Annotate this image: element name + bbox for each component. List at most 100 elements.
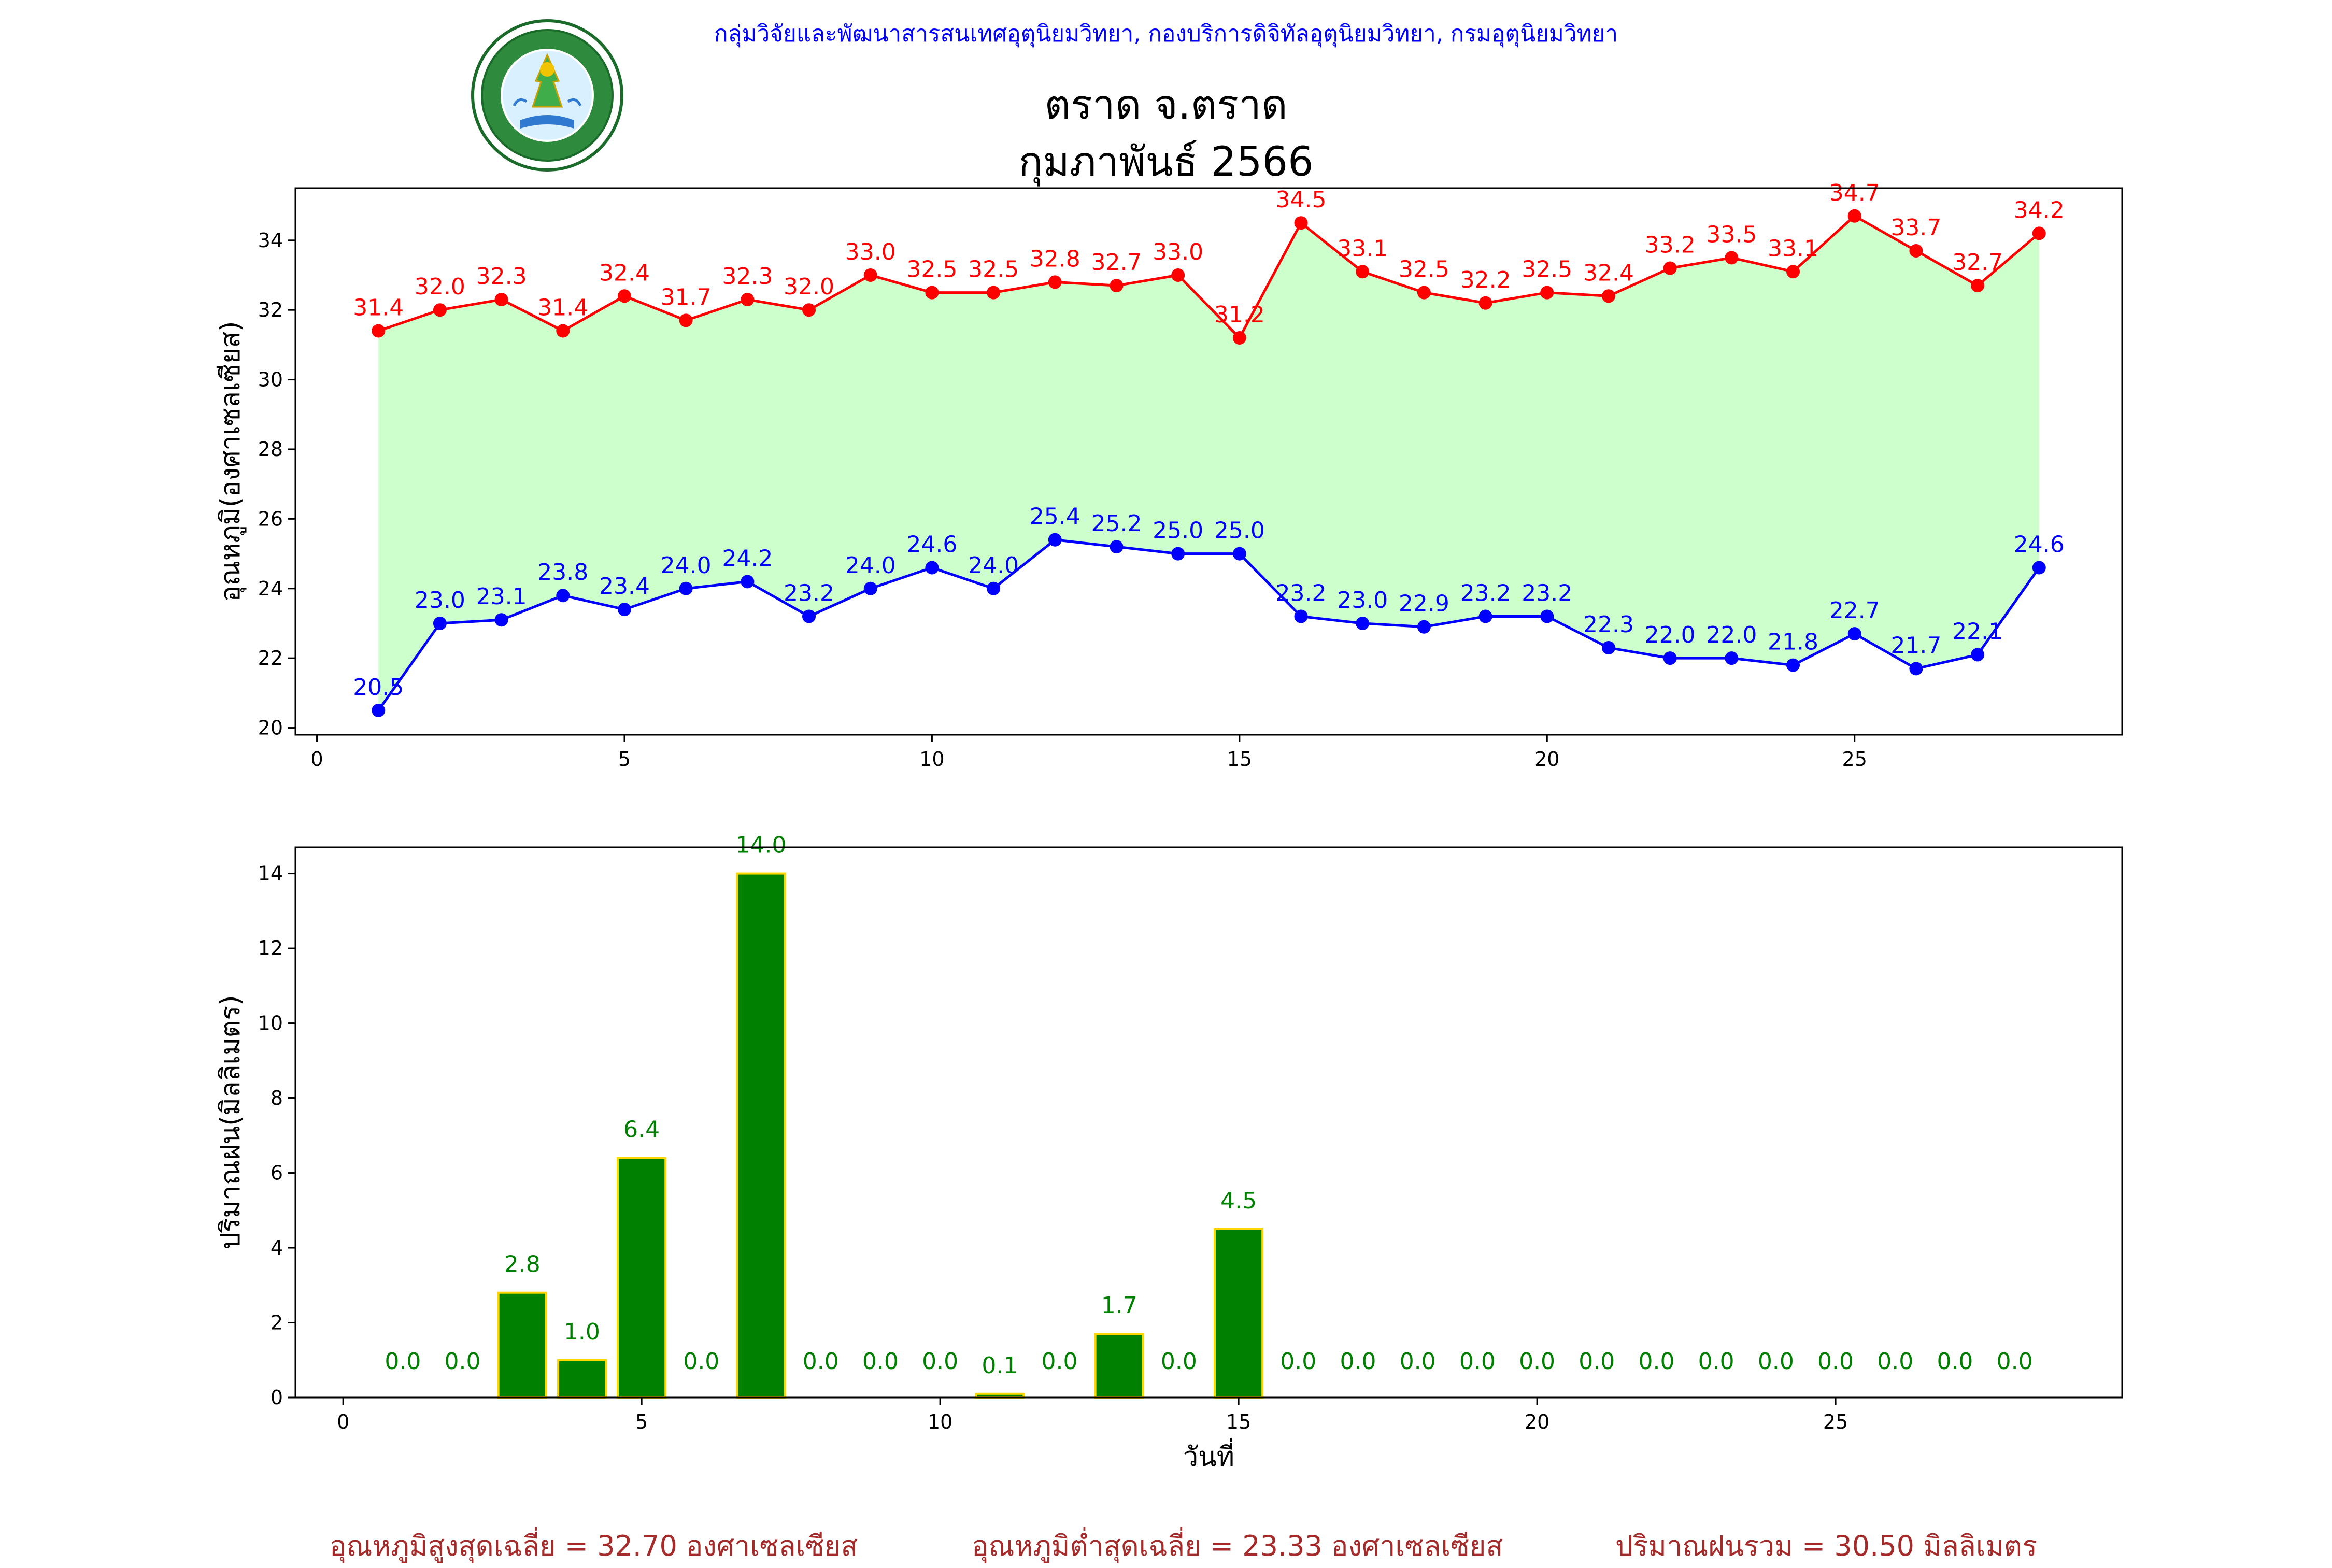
min-temperature-label: 24.2 bbox=[722, 545, 773, 572]
max-temperature-label: 33.1 bbox=[1768, 235, 1818, 262]
max-temperature-point bbox=[617, 289, 631, 303]
min-temperature-label: 22.1 bbox=[1952, 618, 2003, 645]
x-tick-label: 0 bbox=[337, 1410, 349, 1433]
max-temperature-label: 32.3 bbox=[476, 263, 527, 290]
rainfall-label: 0.0 bbox=[1698, 1348, 1734, 1375]
max-temperature-point bbox=[372, 324, 386, 338]
max-temperature-point bbox=[741, 293, 755, 307]
max-temperature-label: 32.0 bbox=[784, 274, 834, 300]
max-temperature-point bbox=[556, 324, 570, 338]
rainfall-label: 0.1 bbox=[982, 1352, 1018, 1379]
meteorological-department-logo-icon bbox=[471, 19, 623, 172]
min-temperature-label: 22.7 bbox=[1829, 597, 1880, 624]
min-temperature-point bbox=[925, 561, 939, 575]
min-temperature-label: 23.1 bbox=[476, 583, 527, 610]
rainfall-label: 0.0 bbox=[1937, 1348, 1973, 1375]
x-tick-label: 15 bbox=[1227, 748, 1252, 771]
max-temperature-point bbox=[1663, 261, 1677, 275]
y-tick-label: 2 bbox=[271, 1312, 283, 1334]
min-temperature-point bbox=[679, 581, 693, 595]
min-temperature-label: 23.8 bbox=[537, 559, 588, 586]
y-tick-label: 0 bbox=[271, 1386, 283, 1409]
min-temperature-point bbox=[1356, 616, 1370, 630]
min-temperature-point bbox=[1601, 641, 1615, 655]
min-temperature-point bbox=[863, 581, 877, 595]
min-temperature-point bbox=[494, 613, 508, 627]
max-temperature-label: 33.5 bbox=[1706, 221, 1757, 248]
max-temperature-point bbox=[494, 293, 508, 307]
min-temperature-label: 24.0 bbox=[845, 552, 896, 579]
x-tick-label: 10 bbox=[928, 1410, 952, 1433]
x-tick-label: 5 bbox=[618, 748, 631, 771]
max-temperature-point bbox=[863, 268, 877, 282]
min-temperature-label: 23.2 bbox=[1460, 580, 1511, 607]
max-temperature-label: 32.3 bbox=[722, 263, 773, 290]
max-temperature-label: 33.1 bbox=[1337, 235, 1388, 262]
rainfall-bar bbox=[497, 1291, 547, 1399]
max-temperature-point bbox=[433, 303, 447, 317]
min-temperature-point bbox=[1786, 658, 1800, 672]
min-temperature-label: 22.9 bbox=[1399, 591, 1449, 617]
x-tick-label: 20 bbox=[1534, 748, 1559, 771]
max-temperature-label: 32.5 bbox=[1522, 256, 1572, 283]
rainfall-label: 6.4 bbox=[623, 1117, 660, 1143]
y-axis-label: ปริมาณฝน(มิลลิเมตร) bbox=[215, 995, 246, 1249]
max-temperature-label: 32.2 bbox=[1460, 267, 1511, 293]
y-tick-label: 22 bbox=[258, 647, 283, 669]
rainfall-bar bbox=[617, 1157, 667, 1399]
rainfall-label: 0.0 bbox=[683, 1348, 719, 1375]
min-temperature-point bbox=[987, 581, 1001, 595]
agency-title: กลุ่มวิจัยและพัฒนาสารสนเทศอุตุนิยมวิทยา,… bbox=[714, 21, 1618, 47]
max-temperature-label: 32.5 bbox=[1399, 256, 1449, 283]
rainfall-label: 0.0 bbox=[1519, 1348, 1555, 1375]
max-temperature-label: 32.4 bbox=[599, 260, 650, 286]
temperature-chart: 31.4 32.0 32.3 31.4 32.4 31.7 32.3 32.0 33.0 32.5… bbox=[215, 180, 2123, 771]
rainfall-label: 0.0 bbox=[1638, 1348, 1674, 1375]
max-temperature-point bbox=[2032, 226, 2046, 240]
max-temperature-label: 32.0 bbox=[415, 274, 465, 300]
avg-min-temperature: อุณหภูมิต่ำสุดเฉลี่ย = 23.33 องศาเซลเซีย… bbox=[972, 1530, 1503, 1562]
temperature-range-fill bbox=[378, 216, 2039, 710]
min-temperature-label: 25.2 bbox=[1091, 510, 1142, 537]
max-temperature-label: 34.7 bbox=[1829, 180, 1880, 206]
min-temperature-label: 24.0 bbox=[661, 552, 712, 579]
min-temperature-label: 23.0 bbox=[415, 587, 465, 614]
rainfall-label: 2.8 bbox=[504, 1251, 541, 1278]
min-temperature-label: 23.2 bbox=[784, 580, 834, 607]
max-temperature-label: 32.8 bbox=[1030, 246, 1080, 272]
x-tick-label: 20 bbox=[1525, 1410, 1549, 1433]
min-temperature-point bbox=[1725, 651, 1739, 665]
rainfall-label: 4.5 bbox=[1220, 1188, 1257, 1214]
y-tick-label: 30 bbox=[258, 368, 283, 391]
rainfall-label: 0.0 bbox=[1161, 1348, 1197, 1375]
y-tick-label: 8 bbox=[271, 1087, 283, 1109]
max-temperature-point bbox=[1540, 286, 1554, 300]
min-temperature-label: 22.0 bbox=[1706, 622, 1757, 648]
y-tick-label: 14 bbox=[258, 862, 283, 885]
rainfall-label: 0.0 bbox=[445, 1348, 481, 1375]
rainfall-label: 0.0 bbox=[1997, 1348, 2033, 1375]
x-tick-label: 10 bbox=[919, 748, 944, 771]
y-axis-label: อุณหภูมิ(องศาเซลเซียส) bbox=[215, 321, 247, 602]
max-temperature-point bbox=[987, 286, 1001, 300]
rainfall-bar bbox=[1094, 1333, 1144, 1399]
max-temperature-point bbox=[1725, 251, 1739, 265]
rainfall-label: 0.0 bbox=[1400, 1348, 1436, 1375]
min-temperature-label: 24.0 bbox=[968, 552, 1019, 579]
min-temperature-point bbox=[802, 609, 816, 623]
max-temperature-point bbox=[1786, 265, 1800, 279]
min-temperature-label: 23.4 bbox=[599, 573, 650, 600]
rainfall-label: 0.0 bbox=[1340, 1348, 1376, 1375]
min-temperature-label: 23.2 bbox=[1522, 580, 1572, 607]
max-temperature-point bbox=[1048, 275, 1062, 289]
min-temperature-point bbox=[1048, 533, 1062, 547]
max-temperature-point bbox=[1971, 279, 1985, 293]
max-temperature-line bbox=[378, 214, 2040, 340]
y-tick-label: 6 bbox=[271, 1162, 283, 1185]
rainfall-bar bbox=[557, 1359, 607, 1399]
y-tick-label: 24 bbox=[258, 577, 283, 600]
y-tick-label: 26 bbox=[258, 507, 283, 530]
x-tick-label: 25 bbox=[1823, 1410, 1848, 1433]
rainfall-label: 0.0 bbox=[803, 1348, 839, 1375]
min-temperature-point bbox=[1663, 651, 1677, 665]
